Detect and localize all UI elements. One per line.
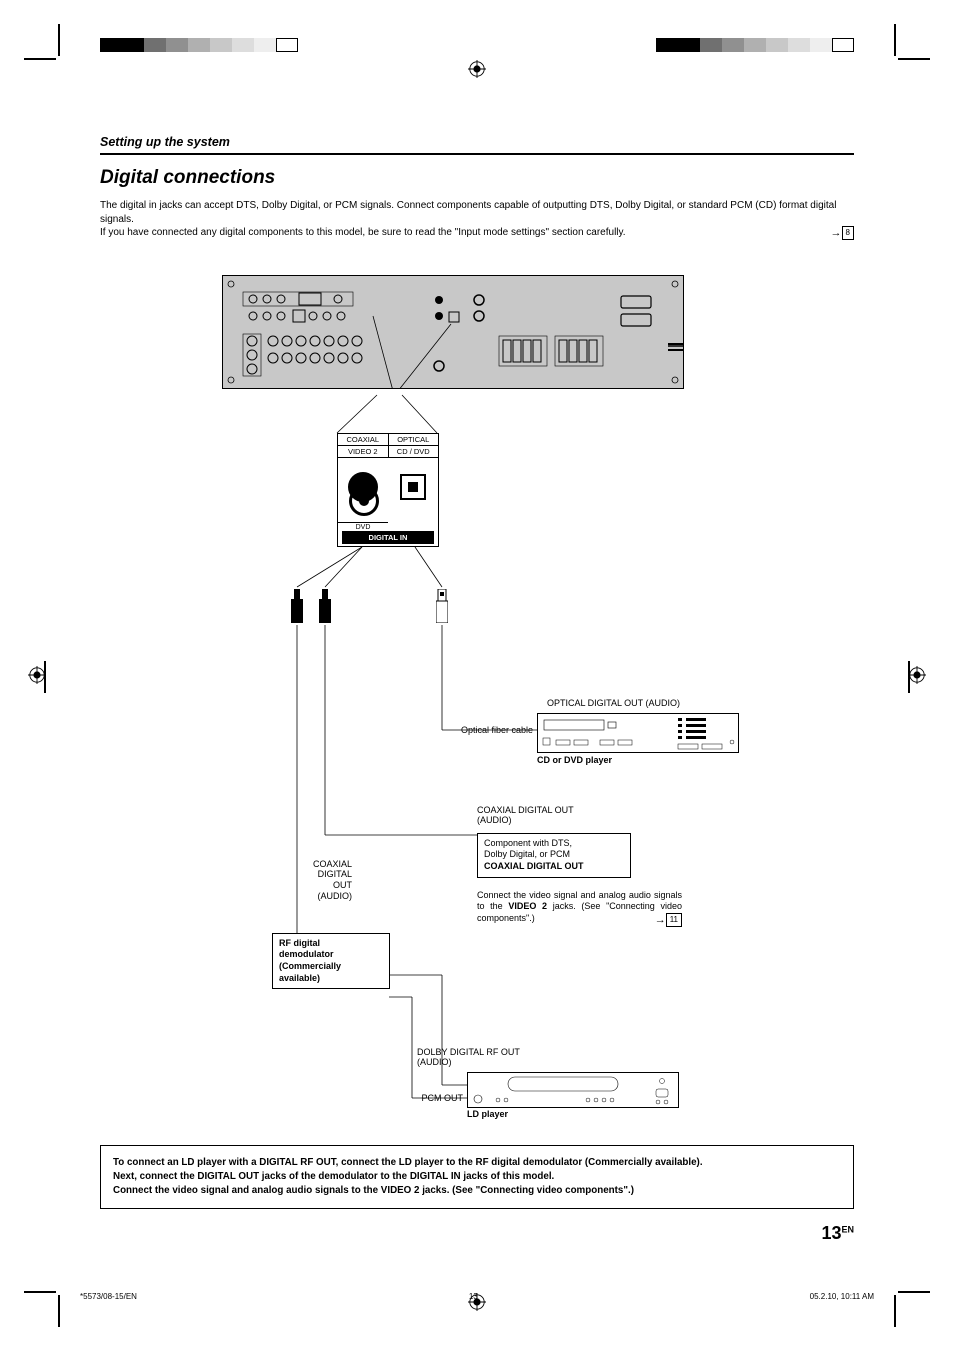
label-cddvd: CD / DVD bbox=[389, 446, 439, 457]
label-coax-out: COAXIAL DIGITAL OUT (AUDIO) bbox=[477, 805, 607, 827]
connection-diagram: COAXIAL OPTICAL VIDEO 2 CD / DVD DVD DIG… bbox=[217, 275, 737, 1125]
arrow-icon: → bbox=[831, 227, 842, 239]
rf-demod-box: RF digital demodulator (Commercially ava… bbox=[272, 933, 390, 990]
page-number: 13EN bbox=[100, 1223, 854, 1244]
optical-plug-icon bbox=[436, 589, 448, 623]
label-optical-fiber: Optical fiber cable bbox=[461, 725, 533, 735]
coax-dvd-jack-icon bbox=[349, 486, 379, 516]
rf-l3: (Commercially bbox=[279, 961, 341, 971]
footer-date: 05.2.10, 10:11 AM bbox=[810, 1292, 874, 1301]
label-ld-player: LD player bbox=[467, 1109, 508, 1119]
label-optical-out: OPTICAL DIGITAL OUT (AUDIO) bbox=[547, 698, 680, 708]
page-content: Setting up the system Digital connection… bbox=[100, 135, 854, 1244]
page-ref-8: 8 bbox=[842, 226, 854, 240]
color-bar-left bbox=[100, 38, 298, 50]
rf-l4: available) bbox=[279, 973, 320, 983]
dts-l3: COAXIAL DIGITAL OUT bbox=[484, 861, 584, 871]
label-digital-in: DIGITAL IN bbox=[342, 531, 434, 544]
dts-l1: Component with DTS, bbox=[484, 838, 572, 848]
footer-page: 13 bbox=[469, 1292, 478, 1301]
info-box: To connect an LD player with a DIGITAL R… bbox=[100, 1145, 854, 1210]
registration-mark-top bbox=[468, 60, 486, 78]
ld-player-box bbox=[467, 1072, 679, 1108]
label-optical: OPTICAL bbox=[389, 434, 439, 445]
section-divider bbox=[100, 153, 854, 155]
intro-paragraph-1: The digital in jacks can accept DTS, Dol… bbox=[100, 199, 854, 226]
coax-plug-2-icon bbox=[319, 589, 331, 623]
digital-in-jack-panel: COAXIAL OPTICAL VIDEO 2 CD / DVD DVD DIG… bbox=[337, 433, 439, 547]
info-l3: Connect the video signal and analog audi… bbox=[113, 1185, 634, 1196]
registration-mark-left bbox=[28, 666, 46, 684]
receiver-back-panel bbox=[222, 275, 684, 389]
rf-l1: RF digital bbox=[279, 938, 320, 948]
intro-p2-text: If you have connected any digital compon… bbox=[100, 227, 626, 238]
intro-paragraph-2: If you have connected any digital compon… bbox=[100, 226, 854, 240]
label-coaxial: COAXIAL bbox=[338, 434, 389, 445]
cd-dvd-player-box bbox=[537, 713, 739, 753]
optical-cddvd-jack-icon bbox=[400, 474, 426, 500]
label-coax-out-left: COAXIALDIGITALOUT(AUDIO) bbox=[292, 859, 352, 902]
label-video2: VIDEO 2 bbox=[338, 446, 389, 457]
dts-l2: Dolby Digital, or PCM bbox=[484, 849, 570, 859]
label-cd-dvd-player: CD or DVD player bbox=[537, 755, 612, 765]
coax-plug-icon bbox=[291, 589, 303, 623]
connect-note: Connect the video signal and analog audi… bbox=[477, 890, 682, 928]
info-l1: To connect an LD player with a DIGITAL R… bbox=[113, 1157, 703, 1168]
footer-file: *5573/08-15/EN bbox=[80, 1292, 137, 1301]
rf-l2: demodulator bbox=[279, 949, 334, 959]
registration-mark-right bbox=[908, 666, 926, 684]
page-title: Digital connections bbox=[100, 167, 854, 189]
label-dolby-rf: DOLBY DIGITAL RF OUT (AUDIO) bbox=[417, 1047, 537, 1068]
section-header: Setting up the system bbox=[100, 135, 854, 149]
dts-component-box: Component with DTS, Dolby Digital, or PC… bbox=[477, 833, 631, 878]
info-l2: Next, connect the DIGITAL OUT jacks of t… bbox=[113, 1171, 554, 1182]
color-bar-right bbox=[656, 38, 854, 50]
footer: *5573/08-15/EN 13 05.2.10, 10:11 AM bbox=[80, 1292, 874, 1301]
label-pcm-out: PCM OUT bbox=[417, 1093, 463, 1103]
